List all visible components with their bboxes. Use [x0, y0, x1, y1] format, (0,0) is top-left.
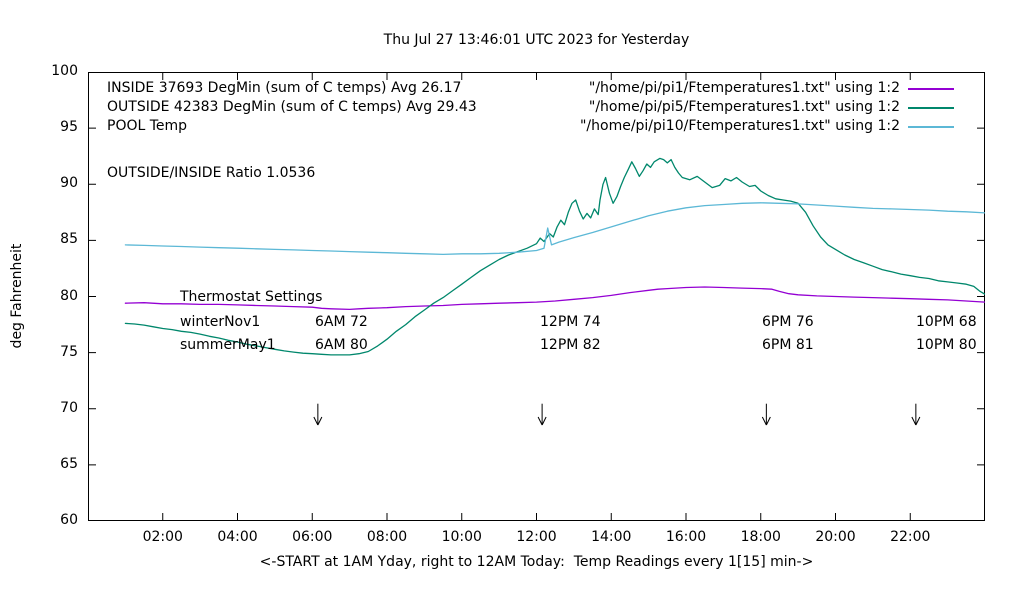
thermostat-season-winter: winterNov1 [180, 314, 261, 330]
thermostat-winter-6pm: 6PM 76 [762, 314, 814, 330]
y-tick-label: 100 [51, 63, 78, 79]
legend-line-sample-inside [908, 88, 954, 90]
y-tick-label: 75 [60, 343, 78, 360]
legend-series-label-inside: INSIDE 37693 DegMin (sum of C temps) Avg… [107, 80, 462, 96]
thermostat-row-summer: summerMay1 6AM 80 12PM 82 6PM 81 10PM 80 [0, 337, 1020, 355]
legend-row-inside: INSIDE 37693 DegMin (sum of C temps) Avg… [0, 80, 1020, 99]
plot-border [88, 72, 985, 521]
thermostat-summer-6pm: 6PM 81 [762, 337, 814, 353]
time-marker-arrow [911, 403, 921, 426]
x-axis-label: <-START at 1AM Yday, right to 12AM Today… [259, 554, 814, 570]
x-tick-label: 18:00 [740, 529, 781, 545]
legend-file-label-outside: "/home/pi/pi5/Ftemperatures1.txt" using … [588, 99, 900, 115]
legend-series-label-outside: OUTSIDE 42383 DegMin (sum of C temps) Av… [107, 99, 477, 115]
time-marker-arrow [761, 403, 771, 426]
time-marker-arrow [537, 403, 547, 426]
y-tick-label: 65 [60, 455, 78, 472]
x-tick-label: 14:00 [591, 529, 632, 545]
thermostat-winter-12pm: 12PM 74 [540, 314, 601, 330]
y-tick-label: 90 [60, 175, 78, 192]
legend-series-label-pool: POOL Temp [107, 118, 188, 134]
x-tick-label: 16:00 [665, 529, 707, 545]
y-tick-label: 80 [60, 287, 78, 304]
plot-area [88, 71, 986, 522]
x-tick-label: 10:00 [441, 529, 482, 545]
ratio-annotation: OUTSIDE/INSIDE Ratio 1.0536 [107, 165, 316, 181]
thermostat-summer-10pm: 10PM 80 [916, 337, 977, 353]
x-tick-label: 20:00 [815, 529, 856, 545]
y-tick-label: 70 [60, 399, 78, 416]
thermostat-winter-10pm: 10PM 68 [916, 314, 977, 330]
thermostat-season-summer: summerMay1 [180, 337, 276, 353]
legend-line-sample-outside [908, 107, 954, 109]
series-line-inside [124, 286, 986, 311]
y-tick-label: 85 [60, 231, 78, 248]
legend-row-pool: POOL Temp "/home/pi/pi10/Ftemperatures1.… [0, 118, 1020, 137]
plot-svg [88, 71, 986, 522]
thermostat-header: Thermostat Settings [180, 289, 323, 305]
chart-title: Thu Jul 27 13:46:01 UTC 2023 for Yesterd… [383, 32, 690, 48]
x-tick-label: 12:00 [516, 529, 557, 545]
series-line-outside [124, 157, 986, 356]
y-tick-label: 95 [60, 119, 78, 136]
thermostat-summer-12pm: 12PM 82 [540, 337, 601, 353]
x-tick-label: 02:00 [142, 529, 183, 545]
legend-file-label-inside: "/home/pi/pi1/Ftemperatures1.txt" using … [588, 80, 900, 96]
y-axis-label: deg Fahrenheit [9, 243, 25, 349]
x-tick-label: 04:00 [217, 529, 258, 545]
legend-line-sample-pool [908, 126, 954, 128]
legend-file-label-pool: "/home/pi/pi10/Ftemperatures1.txt" using… [579, 118, 900, 134]
legend-row-outside: OUTSIDE 42383 DegMin (sum of C temps) Av… [0, 99, 1020, 118]
thermostat-row-winter: winterNov1 6AM 72 12PM 74 6PM 76 10PM 68 [0, 314, 1020, 332]
x-tick-label: 06:00 [292, 529, 333, 545]
thermostat-summer-6am: 6AM 80 [315, 337, 368, 353]
series-line-pool [124, 202, 986, 256]
x-tick-label: 22:00 [890, 529, 931, 545]
x-tick-label: 08:00 [366, 529, 408, 545]
thermostat-winter-6am: 6AM 72 [315, 314, 368, 330]
y-tick-label: 60 [60, 512, 78, 528]
time-marker-arrow [313, 403, 323, 426]
